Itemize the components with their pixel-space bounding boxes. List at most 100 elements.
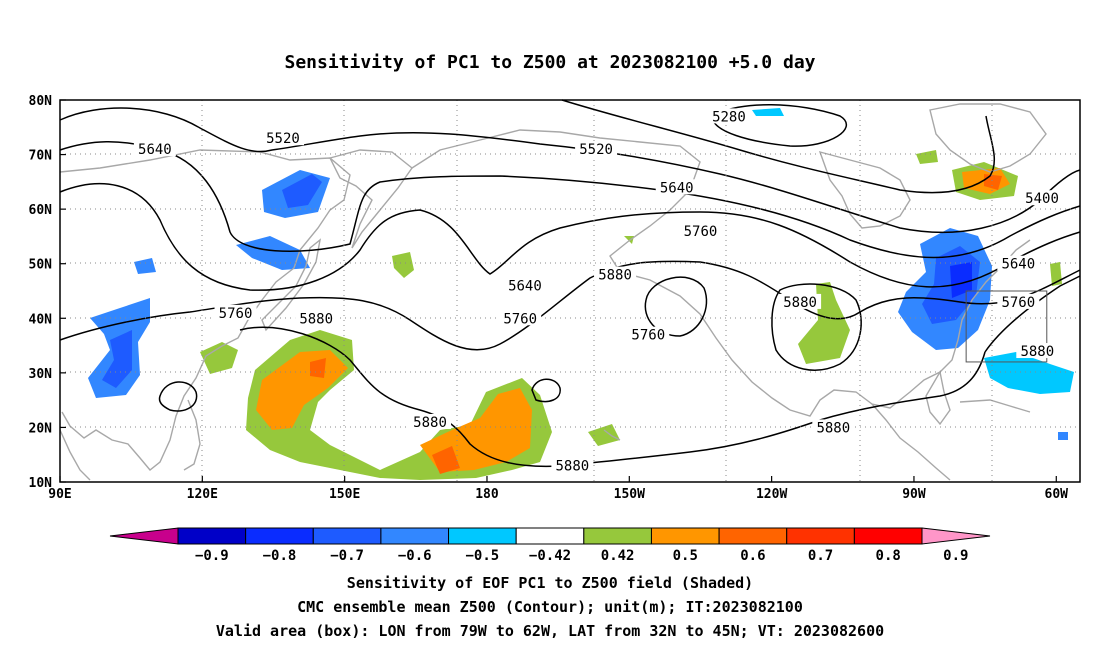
lon-label: 150E [329,487,360,502]
contour-label: 5880 [783,295,817,311]
contour-label-bg [997,293,1040,309]
colorbar-high-triangle [921,527,991,545]
contour-label: 5760 [684,224,718,240]
contour-label-bg [575,141,618,157]
positive-patch-central-pacific-peak [432,446,460,474]
negative-patch-arctic [752,108,784,116]
coastline-bering [411,129,1031,417]
contour-label: 5760 [1001,295,1035,311]
positive-patch-sakhalin [392,252,414,278]
coastline-hawaii [603,429,621,441]
caption-line-1: Sensitivity of EOF PC1 to Z500 field (Sh… [346,574,754,592]
colorbar-segment [515,527,585,545]
contour-label: 5760 [631,328,665,344]
contour-label-bg [261,130,304,146]
contour-label: 5880 [1020,344,1054,360]
coastline-india [59,429,91,481]
lat-label: 60N [29,203,53,218]
coastline-kamchatka [328,149,413,249]
negative-patch-atlantic-subtropic [984,352,1074,394]
contour-label-bg [1016,343,1059,359]
contour-label-bg [779,293,822,309]
lat-label: 80N [29,94,53,109]
colorbar-label: 0.9 [943,548,968,564]
contour-label-bg [214,304,257,320]
colorbar-segments [177,527,923,545]
positive-patch-mexico [798,282,850,364]
colorbar-label: 0.42 [601,548,635,564]
colorbar-label: −0.8 [263,548,297,564]
contour-5880-closed-mexico [771,283,862,371]
colorbar-label: 0.8 [876,548,901,564]
colorbar-label: 0.6 [740,548,765,564]
lon-label: 90E [48,487,71,502]
contour-label: 5760 [219,306,253,322]
coastline-caribbean-islands [959,399,1031,413]
contour-5880-main [59,260,1081,351]
contour-label-bg [295,310,338,326]
negative-patch-us-east-peak [950,262,972,298]
lat-label: 70N [29,149,53,164]
contour-label: 5880 [556,459,590,475]
lon-label: 150W [614,487,645,502]
contour-label: 5640 [1001,257,1035,273]
lat-label: 30N [29,367,53,382]
contour-label-bg [594,266,637,282]
contour-label: 5760 [503,311,537,327]
contour-5520 [59,107,1081,234]
sensitivity-shading [88,108,1074,480]
coastline-greenland [929,103,1047,173]
contour-5880-east [984,275,1081,353]
contour-label-bg [551,457,594,473]
contour-label-bg [679,222,722,238]
colorbar-segment [312,527,382,545]
colorbar: −0.9 −0.8 −0.7 −0.6 −0.5 −0.42 0.42 0.5 0.6 0.7 0.… [109,527,991,564]
colorbar-labels: −0.9 −0.8 −0.7 −0.6 −0.5 −0.42 0.42 0.5 0.6 0.7 0.… [195,548,969,564]
coastline-philippines [183,399,201,471]
contour-5760-closed [644,276,708,337]
contour-label: 5880 [598,268,632,284]
contour-label-bg [133,141,176,157]
contour-label: 5880 [299,311,333,327]
positive-patch-west-peak [310,358,326,378]
positive-patch-hawaii [588,424,620,446]
contour-5880-closed-pacific [531,378,561,403]
colorbar-label: 0.5 [673,548,698,564]
negative-patch-caribbean [1058,432,1068,440]
lon-label: 180 [475,487,499,502]
colorbar-segment [177,527,247,545]
negative-patch-kamchatka-core [282,174,322,208]
colorbar-segment [245,527,314,545]
contour-5280 [711,104,848,147]
contour-5760 [59,182,1081,291]
contour-label: 5520 [579,142,613,158]
colorbar-segment [786,527,855,545]
contour-label-bg [499,310,542,326]
contour-label: 5640 [660,180,694,196]
contour-labels: 5280 5400 5520 5520 5640 5640 5640 5640 5760 5760… [133,108,1064,475]
coastline-hudson [818,150,911,229]
map-frame [59,99,1081,483]
lon-label: 120E [187,487,218,502]
contour-label-bg [503,277,546,293]
z500-contours [59,99,1081,468]
contour-label-bg [812,419,855,435]
contour-5640-west [59,141,1081,259]
negative-patch-asia-small [134,258,156,274]
positive-patch-greenland [916,150,938,164]
contour-label-bg [997,255,1040,271]
colorbar-segment [650,527,720,545]
figure-title: Sensitivity of PC1 to Z500 at 2023082100… [284,52,815,73]
contour-label-bg [655,179,698,195]
contour-label-bg [409,413,452,429]
latitude-labels: 80N 70N 60N 50N 40N 30N 20N 10N [29,94,66,491]
contour-label-bg [627,326,670,342]
lat-label: 50N [29,258,53,273]
contour-label: 5280 [712,109,746,125]
coastline-central-america [871,403,951,481]
contour-5400 [561,99,996,194]
contour-label: 5640 [508,279,542,295]
contour-label: 5640 [138,142,172,158]
colorbar-segment [718,527,788,545]
colorbar-label: 0.7 [808,548,833,564]
